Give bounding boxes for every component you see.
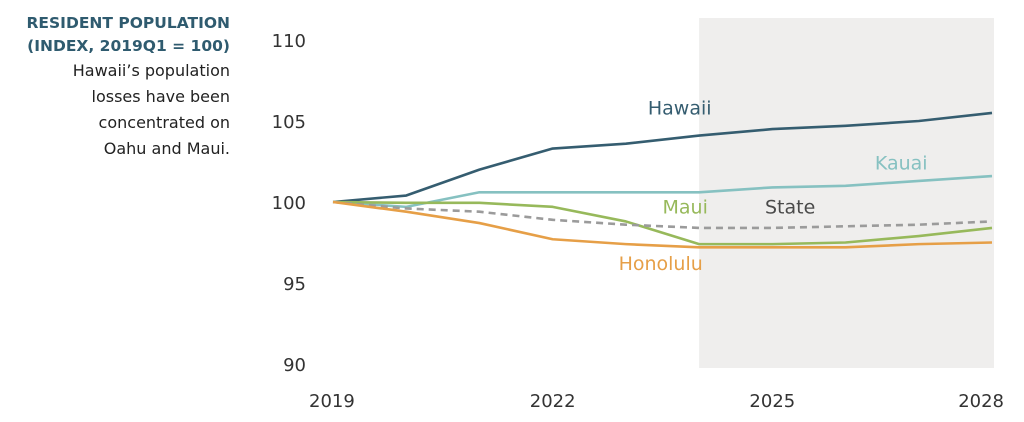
- x-tick-label: 2028: [958, 391, 1004, 412]
- chart-title-line1: RESIDENT POPULATION: [26, 14, 231, 32]
- series-label-kauai: Kauai: [875, 153, 928, 175]
- description-line: losses have been: [91, 87, 231, 106]
- series-line-maui: [332, 200, 993, 246]
- series-label-state: State: [765, 196, 815, 218]
- series-label-maui: Maui: [663, 196, 708, 218]
- series-label-honolulu: Honolulu: [619, 253, 703, 275]
- y-tick-label: 90: [283, 355, 306, 376]
- y-tick-label: 105: [272, 112, 306, 133]
- description-line: concentrated on: [98, 113, 230, 132]
- series-line-hawaii: [332, 111, 993, 204]
- series-line-state: [332, 200, 993, 230]
- y-tick-label: 100: [272, 193, 306, 214]
- series-line-kauai: [332, 174, 993, 209]
- y-tick-label: 110: [272, 31, 306, 52]
- forecast-shading: [699, 18, 994, 368]
- description-line: Oahu and Maui.: [103, 139, 230, 158]
- chart-caption: RESIDENT POPULATION (INDEX, 2019Q1 = 100…: [0, 12, 231, 162]
- series-line-honolulu: [332, 200, 993, 249]
- x-tick-label: 2022: [530, 391, 576, 412]
- series-label-hawaii: Hawaii: [648, 98, 712, 120]
- x-tick-label: 2025: [749, 391, 795, 412]
- chart-title-line2: (INDEX, 2019Q1 = 100): [27, 37, 230, 55]
- x-tick-label: 2019: [309, 391, 355, 412]
- description-line: Hawaii’s population: [72, 61, 230, 80]
- y-tick-label: 95: [283, 274, 306, 295]
